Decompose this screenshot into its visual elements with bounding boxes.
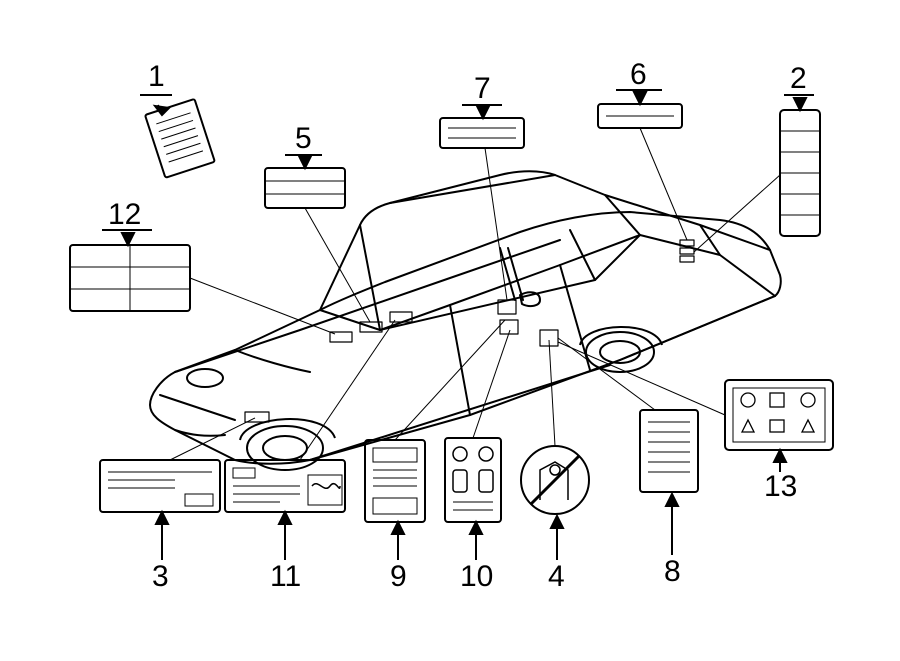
- callout-2: 2: [790, 62, 807, 96]
- callout-3: 3: [152, 560, 169, 594]
- callout-11: 11: [270, 560, 301, 594]
- label-12-icon: [70, 245, 190, 311]
- label-3-icon: [100, 460, 220, 512]
- callout-7: 7: [474, 72, 491, 106]
- callout-8: 8: [664, 555, 681, 589]
- callout-10: 10: [460, 560, 493, 594]
- label-1-icon: [145, 99, 215, 178]
- callout-5: 5: [295, 122, 312, 156]
- callout-1: 1: [148, 60, 165, 94]
- callout-6: 6: [630, 58, 647, 92]
- callout-9: 9: [390, 560, 407, 594]
- callout-12: 12: [108, 198, 141, 232]
- parts-diagram: 1 2 3 4 5 6 7 8 9 10 11 12 13: [0, 0, 900, 661]
- label-9-icon: [365, 440, 425, 522]
- label-13-icon: [725, 380, 833, 450]
- callout-4: 4: [548, 560, 565, 594]
- label-5-icon: [265, 168, 345, 208]
- callout-13: 13: [764, 470, 797, 504]
- label-11-icon: [225, 460, 345, 512]
- label-7-icon: [440, 118, 524, 148]
- label-10-icon: [445, 438, 501, 522]
- car-outline: [150, 171, 781, 464]
- label-6-icon: [598, 104, 682, 128]
- wheels: [240, 327, 662, 470]
- label-4-icon: [521, 446, 589, 514]
- label-2-icon: [780, 110, 820, 236]
- label-8-icon: [640, 410, 698, 492]
- diagram-svg: [0, 0, 900, 661]
